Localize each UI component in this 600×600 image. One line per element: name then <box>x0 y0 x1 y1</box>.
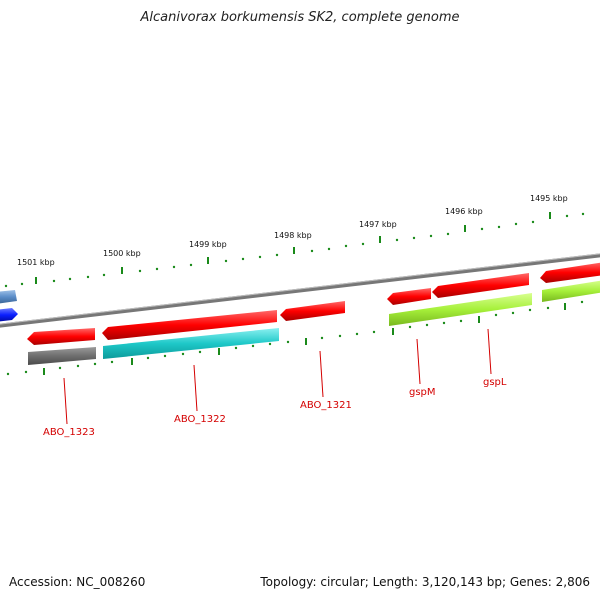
gene-label-gspl[interactable]: gspL <box>483 377 507 388</box>
map-title: Alcanivorax borkumensis SK2, complete ge… <box>140 10 460 25</box>
cds-track <box>27 262 600 345</box>
genome-backbone <box>0 253 600 328</box>
gene-labels: ABO_1323 ABO_1322 ABO_1321 gspM gspL <box>43 377 507 438</box>
gene-feature-lime[interactable] <box>389 293 532 326</box>
gene-steelblue[interactable] <box>0 290 17 304</box>
inner-scale-ticks <box>6 300 584 376</box>
outer-scale-ticks <box>4 212 585 288</box>
cds-feature[interactable] <box>387 288 431 305</box>
scale-label: 1495 kbp <box>530 194 568 203</box>
gene-label-abo1323[interactable]: ABO_1323 <box>43 427 95 438</box>
scale-labels: 1501 kbp 1500 kbp 1499 kbp 1498 kbp 1497… <box>17 194 568 267</box>
gene-feature-gray[interactable] <box>28 347 96 365</box>
cds-feature[interactable] <box>102 310 277 340</box>
cds-feature[interactable] <box>540 262 600 283</box>
gene-feature-cyan[interactable] <box>103 328 279 359</box>
cds-feature[interactable] <box>280 301 345 321</box>
cds-feature[interactable] <box>27 328 95 345</box>
gene-label-abo1322[interactable]: ABO_1322 <box>174 414 226 425</box>
gene-label-gspm[interactable]: gspM <box>409 387 436 398</box>
scale-label: 1501 kbp <box>17 258 55 267</box>
gene-feature-lime[interactable] <box>542 280 600 302</box>
scale-label: 1499 kbp <box>189 240 227 249</box>
scale-label: 1497 kbp <box>359 220 397 229</box>
gene-label-abo1321[interactable]: ABO_1321 <box>300 400 352 411</box>
scale-label: 1500 kbp <box>103 249 141 258</box>
gene-track <box>28 280 600 365</box>
label-leaders <box>63 328 492 425</box>
genome-summary-text: Topology: circular; Length: 3,120,143 bp… <box>260 575 590 589</box>
gene-blue[interactable] <box>0 308 18 322</box>
scale-label: 1496 kbp <box>445 207 483 216</box>
scale-label: 1498 kbp <box>274 231 312 240</box>
cds-feature[interactable] <box>432 273 529 298</box>
accession-text: Accession: NC_008260 <box>9 575 146 589</box>
